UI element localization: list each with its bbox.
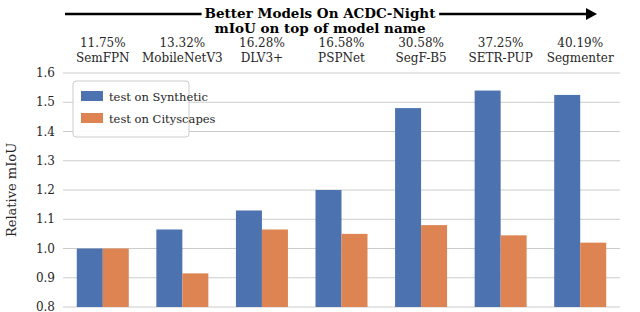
legend-swatch: [81, 91, 103, 101]
bar: [475, 91, 501, 307]
y-tick-label: 0.9: [36, 271, 55, 285]
bar: [501, 235, 527, 307]
bar: [236, 210, 262, 307]
category-label: SETR-PUP: [469, 51, 533, 65]
annotation: 16.58%: [319, 36, 365, 50]
legend-label: test on Cityscapes: [109, 112, 216, 126]
annotation: 16.28%: [239, 36, 285, 50]
y-tick-label: 0.8: [36, 300, 55, 312]
legend-swatch: [81, 113, 103, 123]
grid-line: [63, 160, 620, 161]
bar: [421, 225, 447, 307]
bar: [156, 229, 182, 307]
legend-label: test on Synthetic: [109, 90, 208, 104]
chart: 0.8 0.9 1.0 1.1 1.2 1.3 1.4 1.5 1.6 Relative mIoU…: [0, 0, 640, 312]
annotation: 37.25%: [478, 36, 524, 50]
category-label: DLV3+: [241, 51, 284, 65]
y-tick-label: 1.4: [36, 125, 55, 139]
annotation: 13.32%: [159, 36, 205, 50]
y-axis-label: Relative mIoU: [4, 143, 19, 237]
bar: [554, 95, 580, 307]
bars: [77, 91, 606, 307]
y-tick-label: 1.6: [36, 66, 55, 80]
bar: [262, 229, 288, 307]
y-tick-label: 1.2: [36, 183, 55, 197]
title-background: [202, 5, 440, 21]
bar: [316, 190, 342, 307]
bar: [77, 249, 103, 308]
annotation: 30.58%: [398, 36, 444, 50]
category-label: MobileNetV3: [142, 51, 223, 65]
grid-line: [63, 73, 620, 74]
subtitle: mIoU on top of model name: [214, 20, 425, 36]
y-tick-label: 1.5: [36, 95, 55, 109]
y-tick-label: 1.3: [36, 154, 55, 168]
category-label: SemFPN: [76, 51, 130, 65]
y-tick-label: 1.1: [36, 212, 55, 226]
category-label: Segmenter: [547, 51, 614, 65]
bar: [103, 249, 129, 308]
bar: [395, 108, 421, 307]
bar: [342, 234, 368, 307]
bar: [182, 273, 208, 307]
annotation: 40.19%: [557, 36, 603, 50]
bar: [580, 243, 606, 307]
arrow-head: [586, 8, 597, 20]
category-label: PSPNet: [318, 51, 365, 65]
category-label: SegF-B5: [395, 51, 446, 65]
title: Better Models On ACDC-Night: [205, 5, 437, 21]
annotation: 11.75%: [80, 36, 126, 50]
legend: test on Synthetic test on Cityscapes: [73, 81, 216, 137]
y-tick-label: 1.0: [36, 242, 55, 256]
